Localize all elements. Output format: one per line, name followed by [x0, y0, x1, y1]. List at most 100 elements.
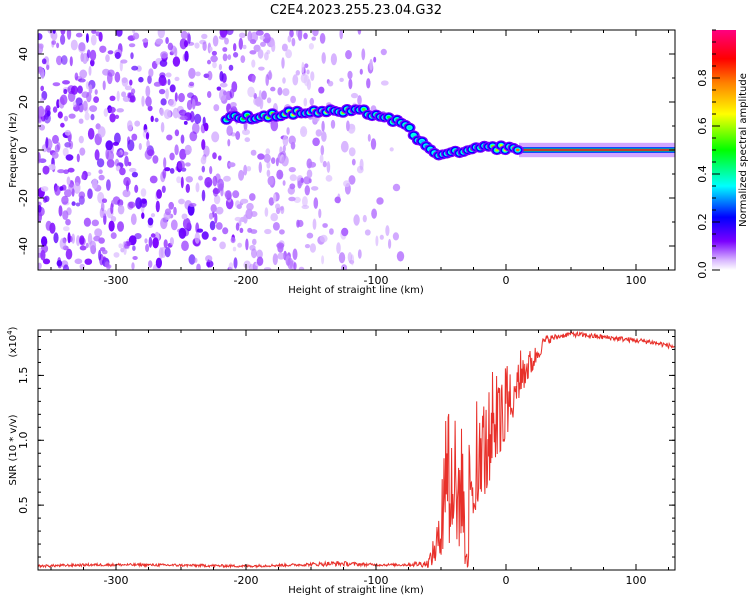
noise-blob	[38, 33, 43, 41]
noise-blob	[348, 78, 353, 90]
noise-blob	[93, 235, 101, 242]
noise-blob	[218, 155, 222, 161]
noise-blob	[201, 231, 209, 240]
noise-blob	[159, 72, 166, 78]
noise-blob	[243, 260, 251, 269]
noise-blob	[40, 97, 45, 103]
noise-blob	[130, 52, 134, 60]
noise-blob	[76, 153, 80, 163]
noise-blob	[303, 74, 310, 87]
noise-blob	[114, 71, 121, 83]
noise-blob	[239, 227, 244, 233]
noise-blob	[91, 219, 100, 227]
noise-blob	[100, 202, 105, 212]
noise-blob	[178, 92, 185, 103]
noise-blob	[64, 129, 71, 136]
noise-blob	[226, 30, 234, 36]
noise-blob	[272, 222, 280, 231]
noise-blob	[152, 155, 159, 164]
noise-blob	[145, 96, 152, 107]
noise-blob	[114, 51, 121, 60]
noise-blob	[160, 217, 168, 230]
noise-blob	[158, 88, 166, 95]
noise-blob	[282, 145, 286, 153]
noise-blob	[116, 90, 120, 102]
noise-blob	[61, 195, 69, 205]
noise-blob	[312, 30, 319, 37]
noise-blob	[239, 216, 247, 222]
noise-blob	[287, 257, 294, 270]
noise-blob	[252, 238, 257, 246]
noise-blob	[152, 237, 159, 249]
noise-blob	[60, 94, 68, 106]
noise-blob	[194, 42, 200, 49]
noise-blob	[186, 32, 191, 44]
noise-blob	[51, 31, 58, 41]
noise-blob	[56, 55, 63, 66]
noise-blob	[319, 33, 326, 44]
noise-blob	[288, 167, 296, 173]
noise-blob	[289, 174, 297, 182]
noise-blob	[103, 213, 107, 226]
noise-blob	[238, 37, 243, 50]
noise-blob	[160, 122, 165, 133]
noise-blob	[318, 208, 322, 219]
noise-blob	[288, 135, 296, 145]
noise-blob	[63, 226, 70, 232]
noise-blob	[48, 164, 56, 171]
x-tick-label: -200	[234, 274, 259, 287]
noise-blob	[250, 149, 257, 156]
noise-blob	[59, 186, 64, 191]
noise-blob	[51, 40, 57, 45]
noise-blob	[306, 69, 310, 75]
noise-blob	[174, 144, 179, 156]
noise-blob	[192, 122, 200, 134]
noise-blob	[78, 42, 86, 52]
noise-blob	[297, 180, 302, 189]
noise-blob	[308, 43, 314, 50]
noise-blob	[121, 151, 129, 156]
noise-blob	[212, 236, 217, 242]
noise-blob	[309, 243, 316, 253]
noise-blob	[265, 74, 270, 86]
noise-blob	[227, 139, 231, 147]
noise-blob	[281, 43, 288, 52]
noise-blob	[38, 152, 41, 164]
noise-blob	[240, 55, 246, 63]
noise-blob	[165, 37, 169, 44]
noise-blob	[159, 108, 164, 116]
noise-blob	[318, 86, 325, 94]
noise-blob	[52, 30, 56, 34]
noise-blob	[281, 155, 289, 167]
noise-blob	[107, 69, 115, 77]
noise-blob	[97, 126, 106, 138]
noise-blob	[122, 189, 131, 198]
noise-blob	[181, 213, 188, 220]
noise-blob	[38, 118, 42, 124]
noise-blob	[201, 139, 206, 151]
noise-blob	[82, 52, 88, 65]
noise-blob	[211, 50, 217, 56]
noise-blob	[208, 212, 214, 220]
noise-blob	[209, 166, 213, 175]
noise-blob	[88, 65, 92, 76]
x-tick-label: -100	[364, 274, 389, 287]
colorbar: 0.0 0.2 0.4 0.6 0.8 Normalized spectral ampl…	[696, 29, 749, 279]
noise-blob	[233, 257, 238, 269]
noise-blob	[153, 81, 162, 87]
noise-blob	[145, 85, 151, 98]
noise-blob	[102, 256, 106, 262]
noise-blob	[188, 81, 195, 87]
noise-blob	[258, 161, 262, 173]
noise-blob	[118, 243, 123, 249]
noise-blob	[304, 185, 310, 196]
spectrogram-ridge	[220, 104, 675, 161]
noise-blob	[233, 43, 237, 52]
noise-blob	[127, 92, 132, 99]
noise-blob	[301, 128, 306, 134]
noise-blob	[120, 59, 128, 64]
ridge-blob	[515, 148, 520, 152]
noise-blob	[85, 33, 89, 43]
noise-blob	[140, 188, 147, 197]
